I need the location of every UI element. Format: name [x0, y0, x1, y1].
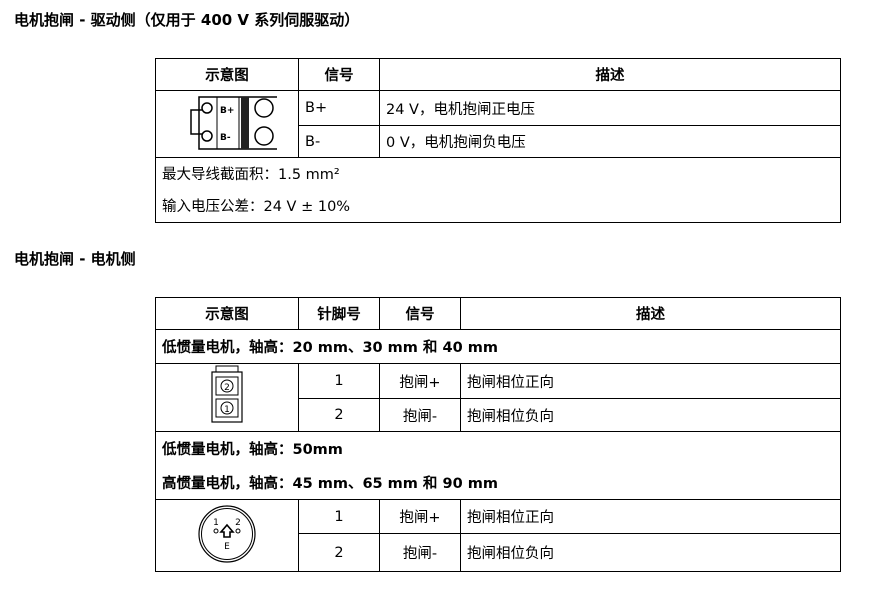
- header-signal: 信号: [298, 58, 380, 91]
- signal-cell: 抱闸+: [379, 363, 461, 399]
- section1-title: 电机抱闸 - 驱动侧（仅用于 400 V 系列伺服驱动）: [14, 11, 360, 29]
- header-diagram: 示意图: [155, 297, 299, 330]
- signal-cell: B+: [298, 90, 380, 126]
- pin-cell: 1: [298, 499, 380, 534]
- group-low-inertia-50: 低惯量电机，轴高：50mm: [155, 431, 841, 465]
- header-description: 描述: [460, 297, 841, 330]
- signal-cell: 抱闸-: [379, 533, 461, 572]
- header-signal: 信号: [379, 297, 461, 330]
- header-description: 描述: [379, 58, 841, 91]
- round-connector-diagram: 1 2 E: [155, 499, 299, 572]
- group-low-inertia-small: 低惯量电机，轴高：20 mm、30 mm 和 40 mm: [155, 329, 841, 364]
- note-cross-section: 最大导线截面积：1.5 mm²: [155, 157, 841, 188]
- section2-title: 电机抱闸 - 电机侧: [14, 250, 136, 268]
- pin-label: E: [224, 542, 230, 552]
- label-b-minus: B-: [220, 133, 231, 143]
- desc-cell: 抱闸相位负向: [460, 533, 841, 572]
- desc-cell: 0 V，电机抱闸负电压: [379, 125, 841, 158]
- group-high-inertia: 高惯量电机，轴高：45 mm、65 mm 和 90 mm: [155, 465, 841, 500]
- desc-cell: 抱闸相位正向: [460, 499, 841, 534]
- label-b-plus: B+: [220, 106, 234, 116]
- motor-connector-diagram: 2 1: [155, 363, 299, 432]
- signal-cell: 抱闸+: [379, 499, 461, 534]
- desc-cell: 24 V，电机抱闸正电压: [379, 90, 841, 126]
- drive-connector-diagram: B+ B-: [155, 90, 299, 158]
- desc-cell: 抱闸相位正向: [460, 363, 841, 399]
- pin-cell: 2: [298, 533, 380, 572]
- pin-label: 1: [224, 405, 230, 415]
- header-diagram: 示意图: [155, 58, 299, 91]
- signal-cell: 抱闸-: [379, 398, 461, 432]
- motor-side-table: 示意图 针脚号 信号 描述 低惯量电机，轴高：20 mm、30 mm 和 40 …: [155, 297, 841, 572]
- header-pin: 针脚号: [298, 297, 380, 330]
- drive-side-table: 示意图 信号 描述 B+ B- B+ 24 V，电机抱闸正电压 B- 0 V，电…: [155, 58, 841, 223]
- desc-cell: 抱闸相位负向: [460, 398, 841, 432]
- pin-label: 1: [213, 518, 219, 528]
- pin-cell: 1: [298, 363, 380, 399]
- pin-cell: 2: [298, 398, 380, 432]
- pin-label: 2: [224, 383, 230, 393]
- signal-cell: B-: [298, 125, 380, 158]
- pin-label: 2: [235, 518, 241, 528]
- note-voltage-tolerance: 输入电压公差：24 V ± 10%: [155, 188, 841, 223]
